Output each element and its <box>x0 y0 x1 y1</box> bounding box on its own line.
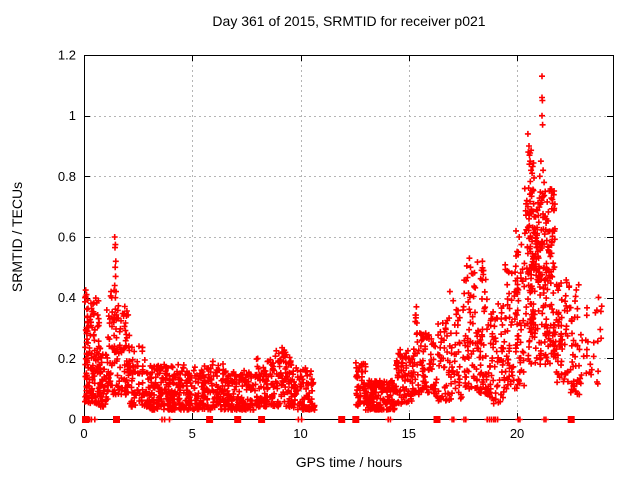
y-tick-label: 0.4 <box>58 290 76 305</box>
y-tick-label: 0.8 <box>58 169 76 184</box>
x-tick-label: 15 <box>402 426 416 441</box>
y-tick-label: 1.2 <box>58 48 76 63</box>
y-tick-label: 0.6 <box>58 230 76 245</box>
y-tick-label: 1 <box>69 108 76 123</box>
y-tick-label: 0 <box>69 412 76 427</box>
x-tick-label: 5 <box>189 426 196 441</box>
x-tick-label: 10 <box>293 426 307 441</box>
chart-title: Day 361 of 2015, SRMTID for receiver p02… <box>212 13 485 29</box>
y-axis-label: SRMTID / TECUs <box>9 182 25 292</box>
data-points <box>82 73 605 413</box>
y-tick-label: 0.2 <box>58 351 76 366</box>
x-tick-label: 20 <box>510 426 524 441</box>
x-axis-label: GPS time / hours <box>296 454 403 470</box>
x-tick-label: 0 <box>80 426 87 441</box>
tick-labels: 0 5 10 15 20 0 0.2 0.4 0.6 0.8 1 1.2 <box>58 48 524 442</box>
zero-value-markers <box>82 416 575 423</box>
